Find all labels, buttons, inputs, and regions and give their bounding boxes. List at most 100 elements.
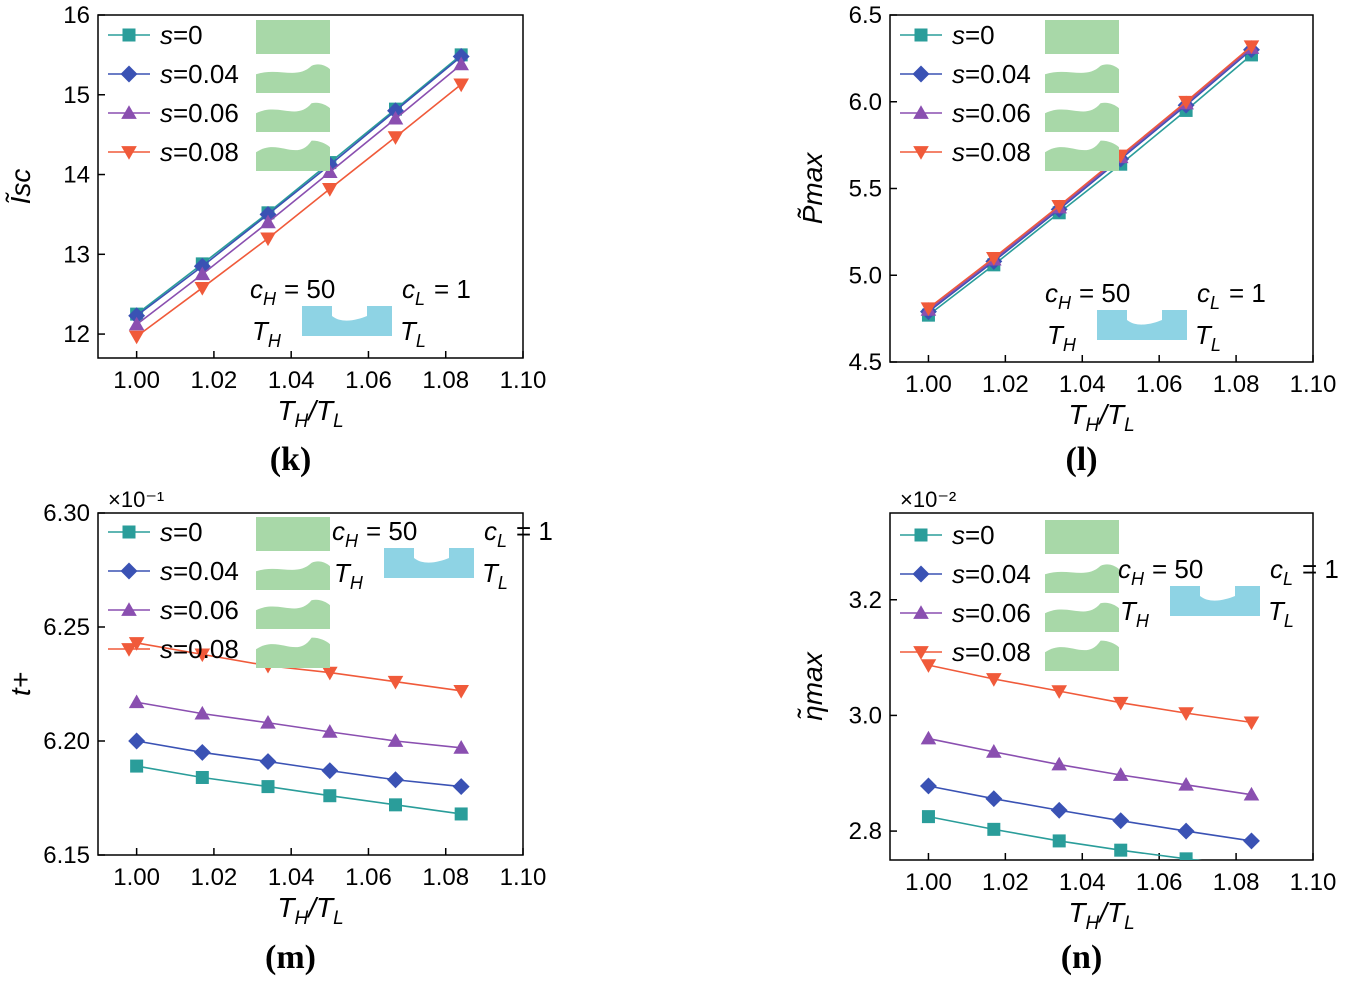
x-tick-label: 1.02 [191,367,238,394]
legend-entry: s=0 [952,520,995,550]
data-point [1178,777,1194,791]
data-point [194,705,211,720]
x-tick-label: 1.10 [1290,371,1337,398]
x-tick-label: 1.08 [422,864,469,891]
data-point [387,131,404,145]
y-axis-label: Ĩsc [5,169,36,205]
wave-shape-icon [256,102,330,132]
chart-panel-4: 1.00 1.02 1.04 1.06 1.08 1.102.83.03.2×10⁻²TH… [797,487,1339,976]
series-group [920,659,1260,860]
series-line-0 [136,765,462,815]
x-tick-label: 1.04 [268,864,315,891]
annotation-cL-value: = 1 [1302,554,1339,584]
legend-entry: s=0.04 [952,559,1031,589]
y-tick-label: 15 [63,82,90,109]
data-point [1177,822,1195,840]
panel-label: (n) [1061,939,1103,976]
x-tick-label: 1.02 [982,869,1029,896]
channel-shape-icon [384,548,474,578]
x-axis-label-sub2: L [1124,415,1135,436]
annotation-cH: cH [1045,278,1072,313]
x-axis-label-sub: H [1085,415,1099,436]
x-axis-label-sub2: L [333,411,344,432]
data-point [322,183,338,197]
legend-entry-s: s [160,517,173,547]
x-axis-label: TH/TL [277,892,343,929]
x-tick-label: 1.02 [982,371,1029,398]
data-point [128,316,145,331]
annotation-cH: cH [332,516,359,551]
legend-entry-s: s [160,59,173,89]
legend-entry-val: =0 [965,520,995,550]
annotation-TH-main: T [252,316,270,346]
data-point [987,822,1001,836]
annotation-cL-main: c [484,516,497,546]
wave-shape-icon [256,599,330,629]
data-point [986,744,1002,758]
legend-entry: s=0.06 [952,598,1031,628]
x-tick-label: 1.00 [113,367,160,394]
legend-entry-val: =0 [173,517,203,547]
y-tick-label: 2.8 [849,818,882,845]
legend-entry-val: =0 [965,20,995,50]
annotation-TH-sub: H [1136,611,1150,631]
legend: s=0s=0.04s=0.06s=0.08 [900,20,1119,171]
y-tick-label: 6.5 [849,2,882,29]
x-axis-label-t: T [1068,897,1087,928]
y-tick-label: 12 [63,321,90,348]
wave-shape-icon [1045,140,1119,171]
x-tick-label: 1.00 [905,371,952,398]
data-point [1052,834,1066,848]
legend-entry-val: =0.04 [965,559,1031,589]
series-line-3 [927,45,1252,309]
annotation-TH-main: T [1120,596,1138,626]
data-point [128,732,146,750]
data-point [920,302,937,317]
annotation-cH: cH [1118,554,1145,589]
data-point [920,659,937,673]
annotation-TH-sub: H [1063,335,1077,355]
legend-entry-val: =0.08 [173,634,239,664]
annotation-cL-sub: L [415,289,425,309]
legend-entry-val: =0.04 [965,59,1031,89]
plot-frame [97,512,524,856]
legend-entry-val: =0.04 [173,59,239,89]
legend-marker [120,562,138,580]
data-point [322,666,338,681]
wave-shape-icon [1045,64,1119,93]
data-point [920,777,937,795]
annotation-cL: cL [402,274,425,309]
wave-shape-icon [256,517,330,551]
x-axis-label-sub: H [294,908,308,929]
data-point [194,648,211,663]
y-multiplier: ×10⁻² [900,487,956,512]
series-line-0 [928,815,1202,860]
x-tick-label: 1.06 [1136,869,1183,896]
legend-entry: s=0.08 [160,137,239,167]
series-line-2 [136,63,462,326]
annotation-cH-value: = 50 [1079,278,1130,308]
legend: s=0s=0.04s=0.06s=0.08 [900,520,1119,671]
x-axis-label-slash: /T [306,892,335,923]
y-tick-label: 16 [63,2,90,29]
annotation-TL-sub: L [1284,611,1294,631]
y-tick-label: 6.25 [43,614,90,641]
series-line-3 [136,83,462,338]
legend-entry: s=0.06 [952,98,1031,128]
annotation: cH = 50 cL = 1TH TL [250,274,471,351]
data-point [452,778,470,796]
data-point [261,780,275,794]
legend-entry-val: =0.08 [173,137,239,167]
data-point [323,789,337,803]
data-point [321,762,339,780]
legend-entry-val: =0.06 [965,598,1031,628]
legend-entry-s: s [160,137,173,167]
legend-marker [912,65,930,83]
data-point [1243,786,1260,801]
legend-marker [122,28,136,42]
annotation-cL: cL [1197,278,1220,313]
annotation-cL-value: = 1 [516,516,553,546]
data-point [986,673,1002,687]
legend-marker [913,605,929,619]
legend-entry-s: s [952,59,965,89]
